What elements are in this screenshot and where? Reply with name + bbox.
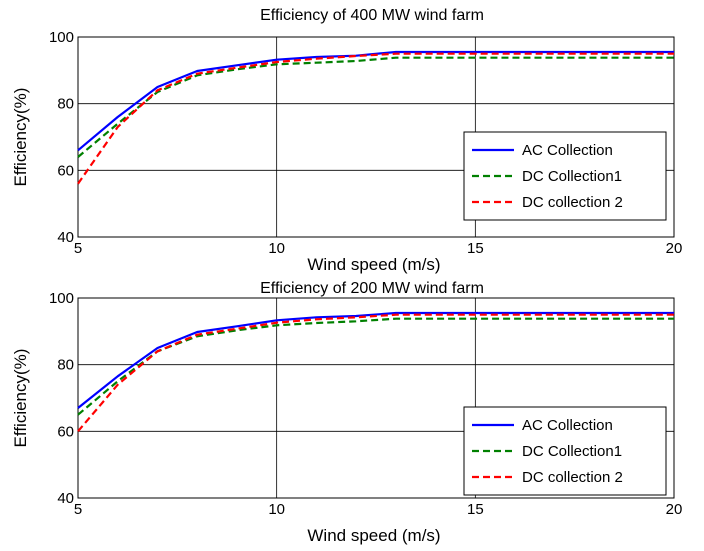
y-tick-label: 100 xyxy=(49,290,74,307)
axes-box xyxy=(77,36,675,238)
x-tick-label: 5 xyxy=(74,501,82,518)
x-tick-label: 10 xyxy=(268,240,285,257)
x-tick-label: 20 xyxy=(666,501,683,518)
y-axis-label: Efficiency(%) xyxy=(11,349,30,448)
chart-title: Efficiency of 400 MW wind farm xyxy=(260,7,484,24)
x-tick-label: 5 xyxy=(74,240,82,257)
y-tick-label: 60 xyxy=(57,423,74,440)
chart-panel-2: 5 10 15 20 40 60 80 100 Efficiency of 200 MW win… xyxy=(11,280,682,545)
x-tick-label: 15 xyxy=(467,240,484,257)
x-axis-label: Wind speed (m/s) xyxy=(307,255,440,274)
y-tick-label: 100 xyxy=(49,29,74,46)
x-tick-label: 15 xyxy=(467,501,484,518)
series-line-dc-collection-2 xyxy=(77,52,674,185)
y-tick-label: 80 xyxy=(57,96,74,113)
chart-title: Efficiency of 200 MW wind farm xyxy=(260,280,484,297)
legend-label: AC Collection xyxy=(522,142,613,159)
series-line-dc-collection1 xyxy=(77,56,674,158)
legend-label: DC Collection1 xyxy=(522,168,622,185)
legend-label: DC Collection1 xyxy=(522,443,622,460)
legend: AC Collection DC Collection1 DC collection… xyxy=(463,406,667,496)
series-line-ac-collection xyxy=(77,311,674,409)
x-axis-label: Wind speed (m/s) xyxy=(307,526,440,545)
legend-label: AC Collection xyxy=(522,417,613,434)
y-axis-label: Efficiency(%) xyxy=(11,88,30,187)
y-tick-label: 40 xyxy=(57,229,74,246)
y-tick-label: 60 xyxy=(57,162,74,179)
legend-label: DC collection 2 xyxy=(522,469,623,486)
series-line-dc-collection-2 xyxy=(77,313,674,433)
y-tick-label: 80 xyxy=(57,357,74,374)
legend-label: DC collection 2 xyxy=(522,194,623,211)
y-tick-label: 40 xyxy=(57,490,74,507)
axes-box xyxy=(77,297,675,499)
x-tick-label: 10 xyxy=(268,501,285,518)
chart-panel-1: 5 10 15 20 40 60 80 100 Efficiency of 400 MW win… xyxy=(11,7,682,274)
legend: AC Collection DC Collection1 DC collection… xyxy=(463,131,667,221)
x-tick-label: 20 xyxy=(666,240,683,257)
